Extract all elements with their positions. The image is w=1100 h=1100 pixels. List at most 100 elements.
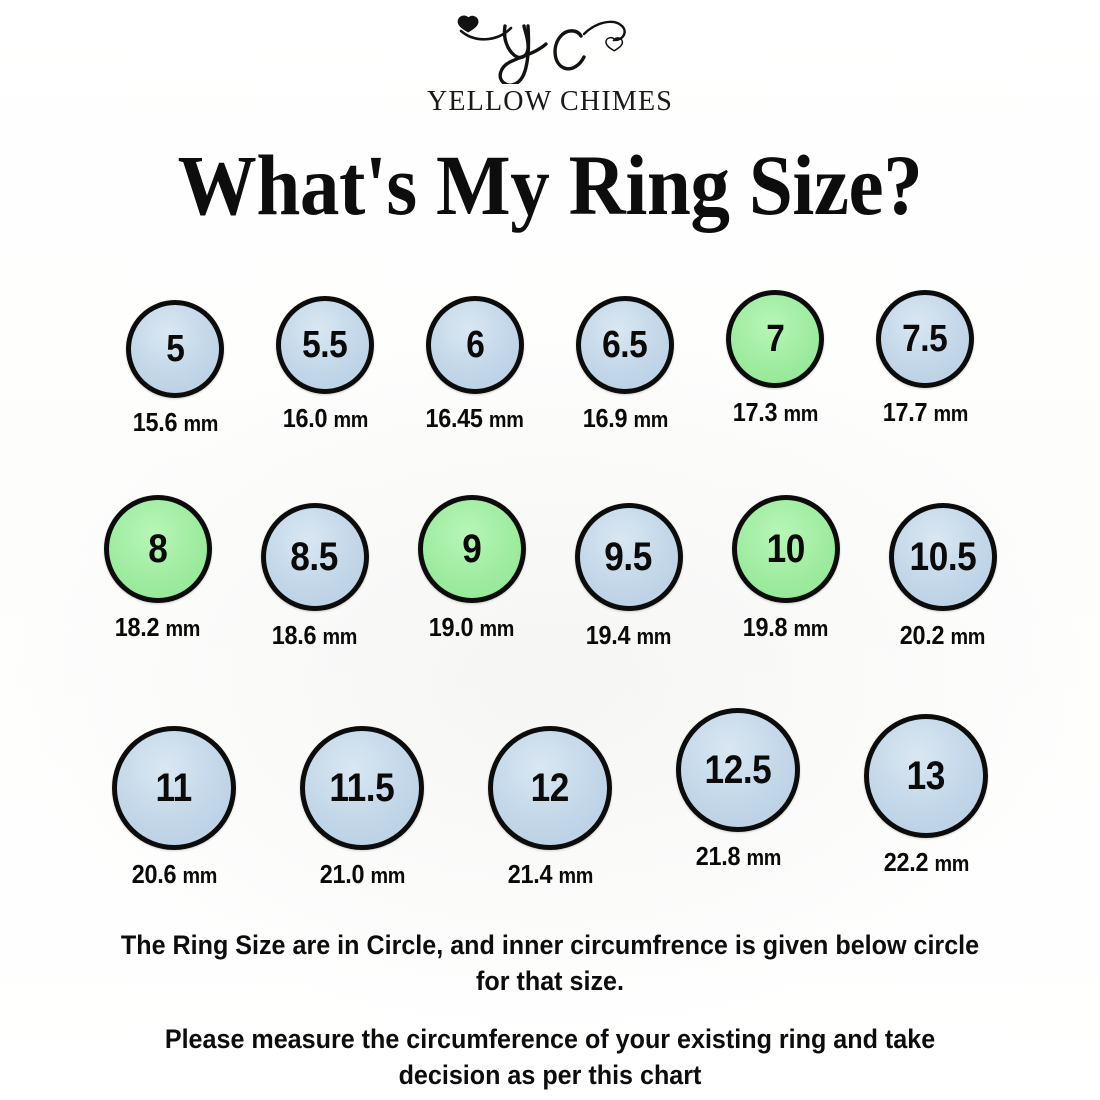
mm-value: 16.0 [282,403,327,433]
mm-unit: mm [793,616,829,641]
ring-circle-6[interactable]: 6 [426,296,524,394]
mm-value: 18.6 [271,620,317,650]
page-title: What's My Ring Size? [177,137,923,233]
size-cell[interactable]: 7.5 17.7 mm [850,290,1000,428]
size-cell[interactable]: 5.5 16.0 mm [250,296,400,434]
size-cell[interactable]: 10 19.8 mm [707,495,864,643]
mm-unit: mm [183,411,218,436]
ring-circle-5[interactable]: 5 [126,300,224,398]
ring-circle-11-5[interactable]: 11.5 [300,726,424,850]
ring-circle-10-5[interactable]: 10.5 [888,503,997,611]
size-cell[interactable]: 10.5 20.2 mm [864,495,1021,651]
yc-script-monogram-icon [457,15,626,84]
size-cell[interactable]: 8 18.2 mm [79,495,236,643]
ring-circle-11[interactable]: 11 [112,726,236,850]
mm-value: 21.8 [695,841,740,871]
size-cell[interactable]: 11.5 21.0 mm [268,718,456,890]
ring-size-label: 9 [461,527,482,571]
ring-size-label: 10 [766,527,805,571]
ring-circle-5-5[interactable]: 5.5 [276,296,374,394]
size-cell[interactable]: 12.5 21.8 mm [644,708,832,872]
mm-value: 20.6 [131,859,176,889]
ring-circle-10[interactable]: 10 [731,495,840,603]
size-cell[interactable]: 9.5 19.4 mm [550,495,707,651]
ring-size-label: 7.5 [902,318,948,360]
ring-mm-label: 18.2 mm [114,612,201,643]
ring-mm-label: 20.6 mm [131,859,217,890]
ring-size-label: 13 [906,754,946,798]
ring-size-label: 10.5 [909,535,976,579]
mm-value: 16.45 [425,403,484,433]
note-line-2: Please measure the circumference of your… [164,1024,936,1090]
mm-value: 19.4 [585,620,631,650]
mm-unit: mm [370,863,405,888]
ring-mm-label: 19.0 mm [429,612,515,643]
size-cell[interactable]: 6.5 16.9 mm [550,296,700,434]
ring-circle-12[interactable]: 12 [488,726,612,850]
mm-value: 17.3 [732,397,777,427]
size-cell[interactable]: 5 15.6 mm [100,300,250,438]
ring-circle-8-5[interactable]: 8.5 [260,503,369,611]
ring-circle-7[interactable]: 7 [726,290,824,388]
size-cell[interactable]: 13 22.2 mm [832,714,1020,878]
ring-mm-label: 21.0 mm [319,859,405,890]
mm-unit: mm [933,401,968,426]
ring-mm-label: 18.6 mm [271,620,358,651]
ring-size-label: 5 [165,328,185,370]
ring-mm-label: 16.0 mm [282,403,368,434]
ring-mm-label: 17.7 mm [882,397,968,428]
size-cell[interactable]: 6 16.45 mm [400,296,550,434]
size-cell[interactable]: 11 20.6 mm [80,718,268,890]
ring-mm-label: 16.9 mm [582,403,668,434]
ring-circle-9-5[interactable]: 9.5 [574,503,683,611]
mm-unit: mm [746,845,781,870]
mm-value: 21.4 [507,859,552,889]
note-line-1: The Ring Size are in Circle, and inner c… [120,930,980,996]
ring-size-label: 12.5 [704,748,772,792]
ring-circle-9[interactable]: 9 [417,495,526,603]
mm-unit: mm [333,407,368,432]
mm-value: 20.2 [899,620,945,650]
size-row-1: 5 15.6 mm 5.5 16.0 mm 6 16.45 mm 6.5 16.… [0,290,1100,438]
mm-unit: mm [636,624,672,649]
mm-value: 19.8 [742,612,788,642]
ring-size-label: 6 [465,324,485,366]
mm-unit: mm [633,407,668,432]
mm-value: 22.2 [883,847,928,877]
size-cell[interactable]: 8.5 18.6 mm [236,495,393,651]
ring-size-label: 8 [147,527,168,571]
ring-size-label: 8.5 [290,535,339,579]
ring-mm-label: 20.2 mm [899,620,986,651]
brand-name: YELLOW CHIMES [426,86,674,117]
ring-mm-label: 19.4 mm [585,620,672,651]
ring-mm-label: 19.8 mm [742,612,829,643]
ring-circle-6-5[interactable]: 6.5 [576,296,674,394]
mm-unit: mm [479,616,515,641]
mm-unit: mm [950,624,986,649]
ring-mm-label: 17.3 mm [732,397,818,428]
ring-circle-8[interactable]: 8 [103,495,212,603]
ring-circle-7-5[interactable]: 7.5 [876,290,974,388]
ring-mm-label: 16.45 mm [426,403,524,434]
size-cell[interactable]: 7 17.3 mm [700,290,850,428]
ring-mm-label: 21.4 mm [507,859,593,890]
ring-circle-13[interactable]: 13 [864,714,988,838]
mm-unit: mm [489,407,525,432]
ring-size-label: 7 [765,318,785,360]
size-row-3: 11 20.6 mm 11.5 21.0 mm 12 21.4 mm 12.5 … [0,708,1100,890]
ring-mm-label: 15.6 mm [132,407,218,438]
ring-size-label: 12 [530,766,570,810]
ring-circle-12-5[interactable]: 12.5 [676,708,800,832]
size-row-2: 8 18.2 mm 8.5 18.6 mm 9 19.0 mm 9.5 19.4… [0,495,1100,651]
size-cell[interactable]: 9 19.0 mm [393,495,550,643]
mm-value: 17.7 [882,397,927,427]
ring-size-label: 9.5 [604,535,653,579]
mm-value: 18.2 [114,612,160,642]
mm-value: 15.6 [132,407,177,437]
mm-value: 21.0 [319,859,364,889]
mm-unit: mm [558,863,593,888]
size-cell[interactable]: 12 21.4 mm [456,718,644,890]
mm-unit: mm [934,851,969,876]
ring-size-label: 11.5 [329,766,395,810]
